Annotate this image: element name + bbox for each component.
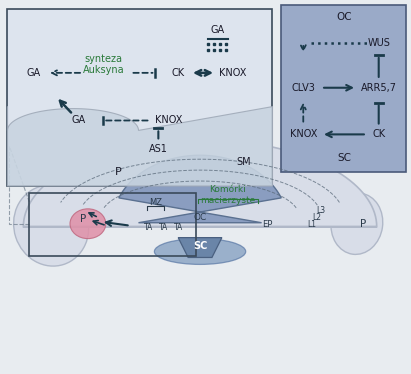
Text: SC: SC (193, 240, 207, 251)
Text: KNOX: KNOX (290, 129, 317, 140)
Text: L1: L1 (308, 220, 317, 229)
Text: GA: GA (211, 25, 225, 35)
Text: GA: GA (26, 68, 40, 78)
Polygon shape (23, 140, 377, 227)
Text: KNOX: KNOX (219, 68, 247, 78)
Ellipse shape (70, 209, 106, 239)
Text: P: P (360, 219, 366, 229)
Polygon shape (178, 237, 222, 257)
Text: Auksyna: Auksyna (83, 65, 125, 75)
Text: EP: EP (262, 220, 273, 229)
Text: CK: CK (172, 68, 185, 78)
Text: SC: SC (337, 153, 351, 163)
Text: CLV3: CLV3 (291, 83, 315, 93)
Text: WUS: WUS (367, 38, 390, 48)
Ellipse shape (331, 193, 383, 254)
Text: ARR5,7: ARR5,7 (361, 83, 397, 93)
Text: OC: OC (194, 213, 207, 222)
Text: KNOX: KNOX (155, 116, 182, 126)
Text: TA: TA (144, 223, 153, 232)
Bar (7, 9, 272, 186)
Text: TA: TA (159, 223, 168, 232)
Text: P: P (80, 214, 86, 224)
Text: L2: L2 (313, 213, 322, 222)
Text: SM: SM (236, 157, 251, 167)
Text: L3: L3 (316, 206, 326, 215)
Text: GA: GA (72, 116, 86, 126)
Ellipse shape (14, 186, 89, 266)
Text: Komórki
macierzyste: Komórki macierzyste (200, 185, 256, 205)
Bar (29, 193, 196, 257)
Polygon shape (7, 107, 272, 186)
Text: TA: TA (173, 223, 183, 232)
Text: OC: OC (336, 12, 352, 22)
Text: P: P (115, 167, 122, 177)
Bar (282, 5, 406, 172)
Text: MZ: MZ (149, 198, 162, 207)
Text: CK: CK (372, 129, 385, 140)
Ellipse shape (155, 239, 246, 264)
Polygon shape (119, 155, 281, 223)
Text: AS1: AS1 (149, 144, 168, 154)
Text: synteza: synteza (85, 54, 123, 64)
